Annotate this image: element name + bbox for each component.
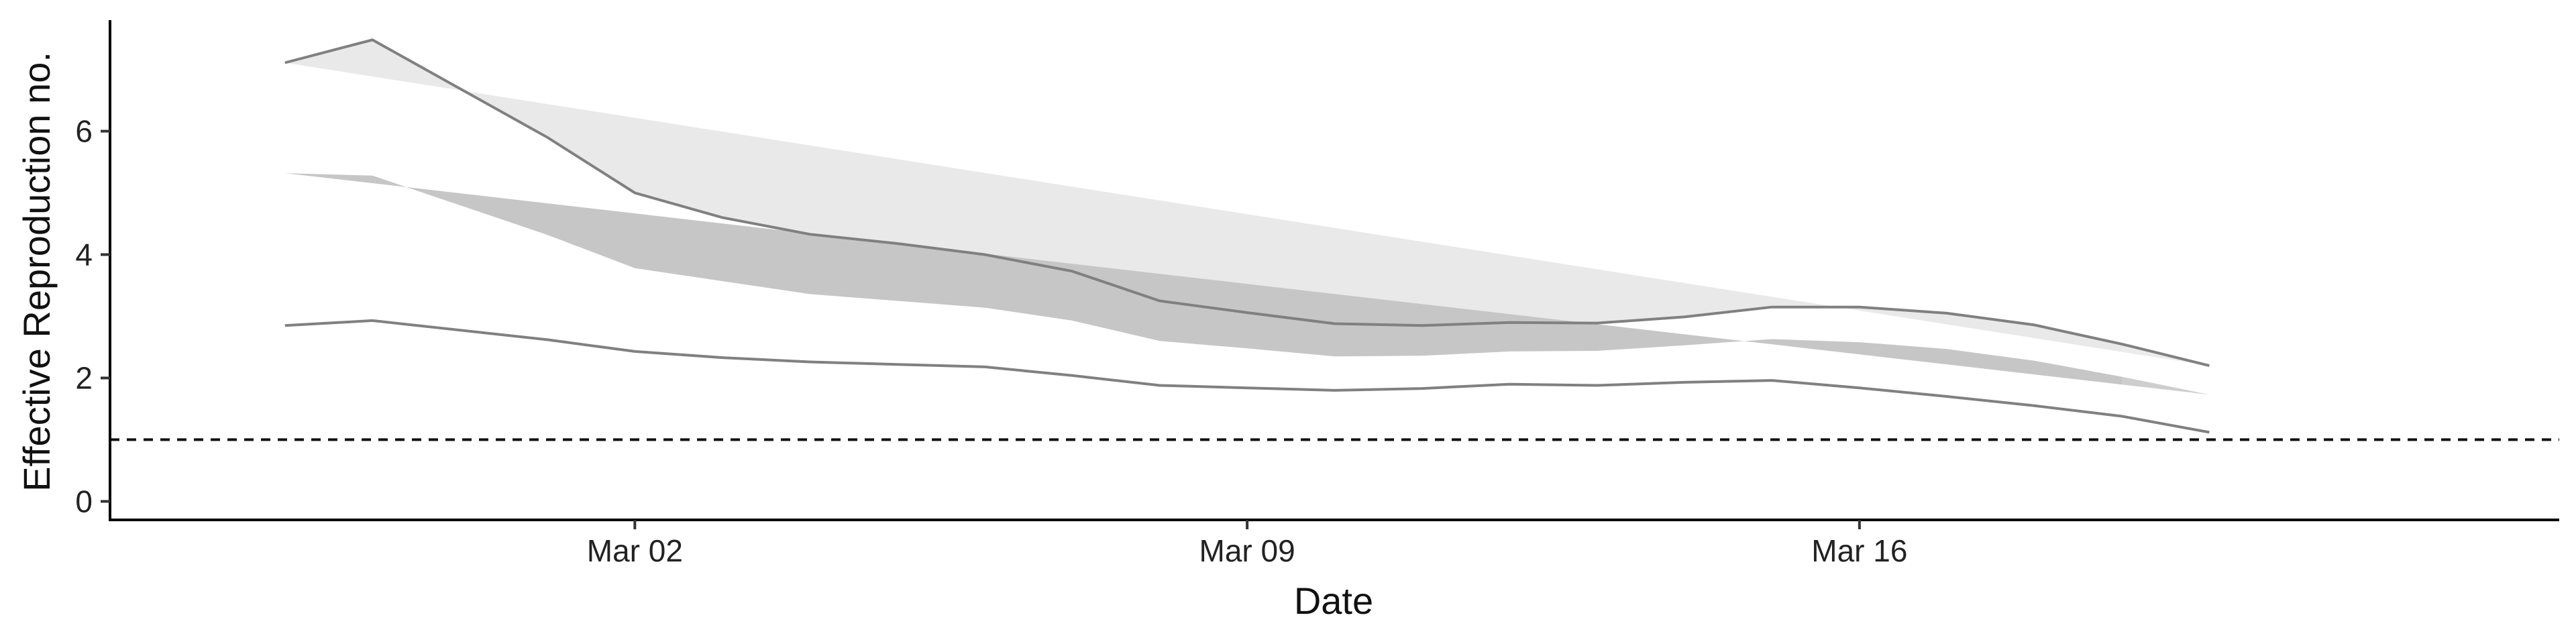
y-tick-label: 2 (75, 360, 93, 395)
x-tick-label: Mar 16 (1811, 533, 1907, 568)
x-tick-label: Mar 02 (587, 533, 683, 568)
band-lower-edge-line (284, 319, 2210, 434)
band-upper-edge-line (284, 38, 2210, 368)
axes (109, 20, 2559, 521)
y-tick-label: 6 (75, 114, 93, 149)
y-tick-label: 4 (75, 237, 93, 272)
x-axis-title: Date (1294, 580, 1373, 622)
y-tick-label: 0 (75, 484, 93, 519)
x-tick-label: Mar 09 (1199, 533, 1295, 568)
band-fade-segment (2122, 343, 2210, 433)
y-ticks: 0 2 4 6 (75, 114, 110, 519)
credible-interval-bands (284, 38, 2210, 434)
band-50pct (284, 173, 2210, 395)
y-axis-title: Effective Reproduction no. (15, 52, 58, 492)
x-ticks: Mar 02 Mar 09 Mar 16 (587, 520, 1907, 568)
